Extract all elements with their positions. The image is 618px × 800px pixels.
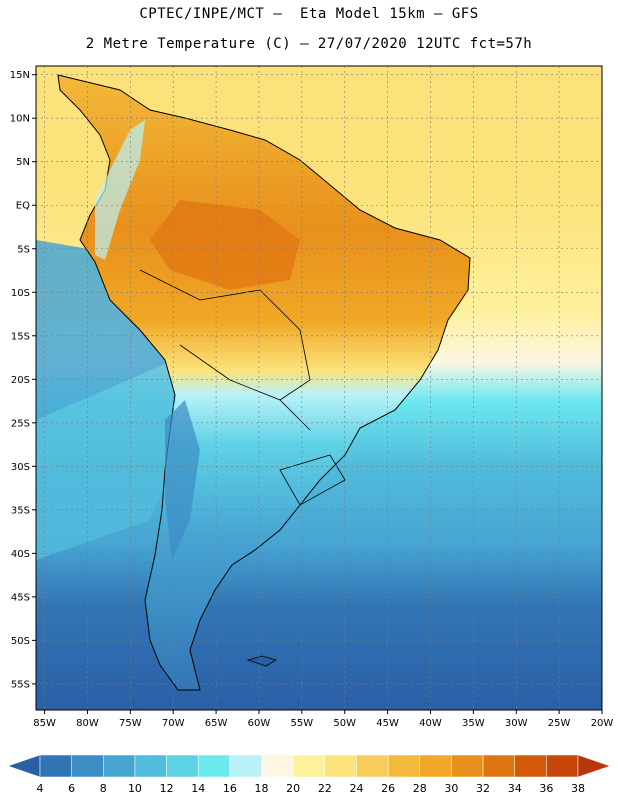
lat-label: 5S [17, 244, 30, 255]
colorbar-swatch [356, 754, 389, 778]
graticule [36, 66, 602, 710]
colorbar-label: 34 [508, 782, 522, 795]
colorbar-label: 30 [444, 782, 458, 795]
colorbar-label: 14 [191, 782, 205, 795]
lon-label: 60W [248, 718, 271, 729]
colorbar-label: 18 [255, 782, 269, 795]
colorbar-swatch [292, 754, 326, 778]
colorbar-max-triangle [577, 754, 611, 778]
amazon-hot-region [150, 200, 300, 290]
colorbar-label: 6 [68, 782, 75, 795]
lon-label: 55W [291, 718, 314, 729]
lat-label: 55S [11, 679, 30, 690]
country-border [139, 269, 311, 401]
colorbar-label: 26 [381, 782, 395, 795]
lat-label: 45S [11, 592, 30, 603]
colorbar-label: 4 [37, 782, 44, 795]
colorbar-label: 32 [476, 782, 490, 795]
lat-label: 15N [10, 70, 30, 81]
colorbar-swatch [229, 754, 262, 778]
colorbar-swatch [134, 754, 167, 778]
lon-label: 25W [548, 718, 571, 729]
colorbar-swatch [261, 754, 294, 778]
lon-label: 75W [119, 718, 142, 729]
colorbar-min-triangle [7, 754, 41, 778]
map-title-line1: CPTEC/INPE/MCT – Eta Model 15km – GFS [139, 6, 479, 22]
colorbar-swatch [514, 754, 547, 778]
colorbar-swatch [71, 754, 104, 778]
colorbar-swatch [166, 754, 199, 778]
colorbar-label: 38 [571, 782, 585, 795]
lon-label: 70W [162, 718, 185, 729]
lat-label: 20S [11, 375, 30, 386]
map-frame [35, 65, 603, 711]
lat-label: 50S [11, 636, 30, 647]
lat-label: 25S [11, 418, 30, 429]
lat-label: 5N [16, 157, 30, 168]
latitude-labels: 15N 10N 5N EQ 5S 10S 15S 20S 25S 30S 35S 40S 45S 50S 5… [10, 70, 36, 690]
lat-label: 10S [11, 288, 30, 299]
colorbar-label: 20 [286, 782, 300, 795]
colorbar-swatch [197, 754, 231, 778]
lat-label: 10N [10, 114, 30, 125]
colorbar-swatch [39, 754, 72, 778]
lon-label: 80W [76, 718, 99, 729]
map-field-layer [36, 66, 602, 710]
lon-label: 35W [462, 718, 485, 729]
lon-label: 50W [333, 718, 356, 729]
lat-label: 30S [11, 462, 30, 473]
map-title-line2: 2 Metre Temperature (C) – 27/07/2020 12U… [85, 36, 533, 52]
colorbar-label: 36 [539, 782, 553, 795]
colorbar-swatch [419, 754, 452, 778]
lon-label: 20W [591, 718, 614, 729]
colorbar-swatch [324, 754, 357, 778]
colorbar-label: 24 [349, 782, 363, 795]
colorbar-label: 16 [223, 782, 237, 795]
country-border-2 [179, 344, 311, 431]
colorbar-label: 10 [128, 782, 142, 795]
colorbar-label: 22 [318, 782, 332, 795]
colorbar-swatch [546, 754, 579, 778]
colorbar-swatch [482, 754, 515, 778]
lat-label: 35S [11, 505, 30, 516]
lat-label: 40S [11, 549, 30, 560]
colorbar-swatch [387, 754, 421, 778]
lat-label: 15S [11, 331, 30, 342]
longitude-labels: 85W 80W 75W 70W 65W 60W 55W 50W 45W 40W 35W 30W 25W 2… [33, 710, 613, 729]
lon-label: 65W [205, 718, 228, 729]
colorbar-swatch [451, 754, 484, 778]
lon-label: 85W [33, 718, 56, 729]
lon-label: 45W [376, 718, 399, 729]
colorbar-label: 12 [160, 782, 174, 795]
uruguay-border [279, 454, 346, 506]
lon-label: 40W [419, 718, 442, 729]
temperature-colorbar: 4 6 8 10 12 14 16 18 20 22 24 26 28 30 32 34 36 38 [7, 754, 611, 795]
falkland-islands [246, 655, 277, 667]
colorbar-swatch [103, 754, 136, 778]
southern-andes-cold [165, 400, 200, 560]
lat-label: EQ [16, 201, 30, 212]
lon-label: 30W [505, 718, 528, 729]
colorbar-label: 8 [100, 782, 107, 795]
colorbar-label: 28 [413, 782, 427, 795]
andes-cool-strip [95, 120, 145, 260]
